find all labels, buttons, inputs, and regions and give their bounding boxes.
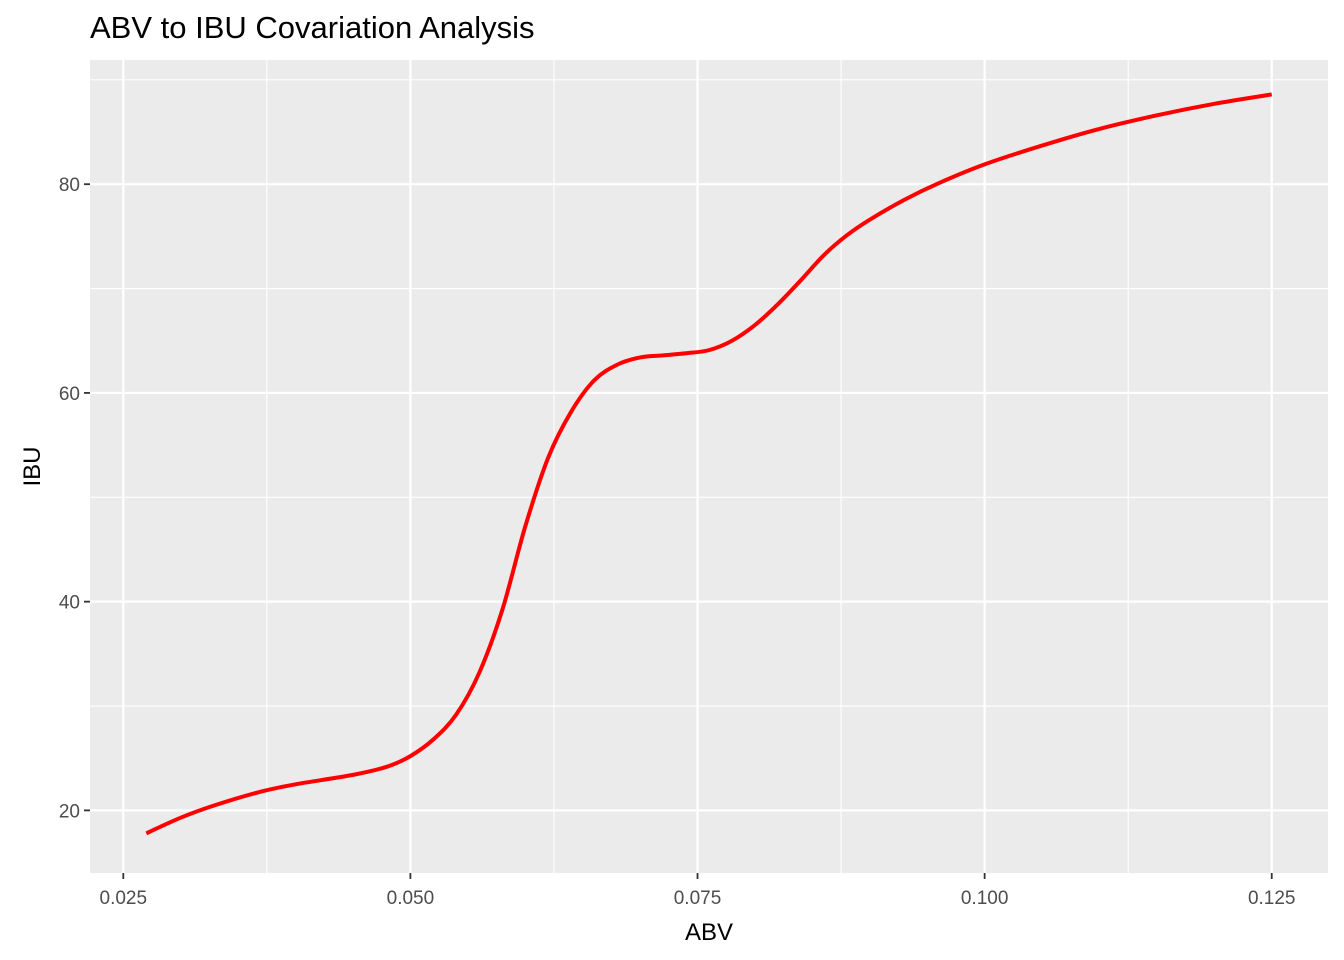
plot-panel — [90, 60, 1328, 873]
x-tick-label: 0.125 — [1248, 888, 1296, 909]
y-tick-label: 80 — [59, 175, 80, 196]
x-axis-title: ABV — [685, 919, 733, 946]
y-tick-label: 60 — [59, 384, 80, 405]
y-axis-title: IBU — [19, 446, 46, 486]
x-tick-label: 0.025 — [100, 888, 148, 909]
series-line-0 — [145, 92, 1273, 836]
x-tick-label: 0.075 — [674, 888, 722, 909]
y-tick-label: 20 — [59, 801, 80, 822]
x-tick-label: 0.100 — [961, 888, 1009, 909]
x-tick-label: 0.050 — [387, 888, 435, 909]
y-tick-label: 40 — [59, 593, 80, 614]
chart-title: ABV to IBU Covariation Analysis — [90, 10, 535, 45]
